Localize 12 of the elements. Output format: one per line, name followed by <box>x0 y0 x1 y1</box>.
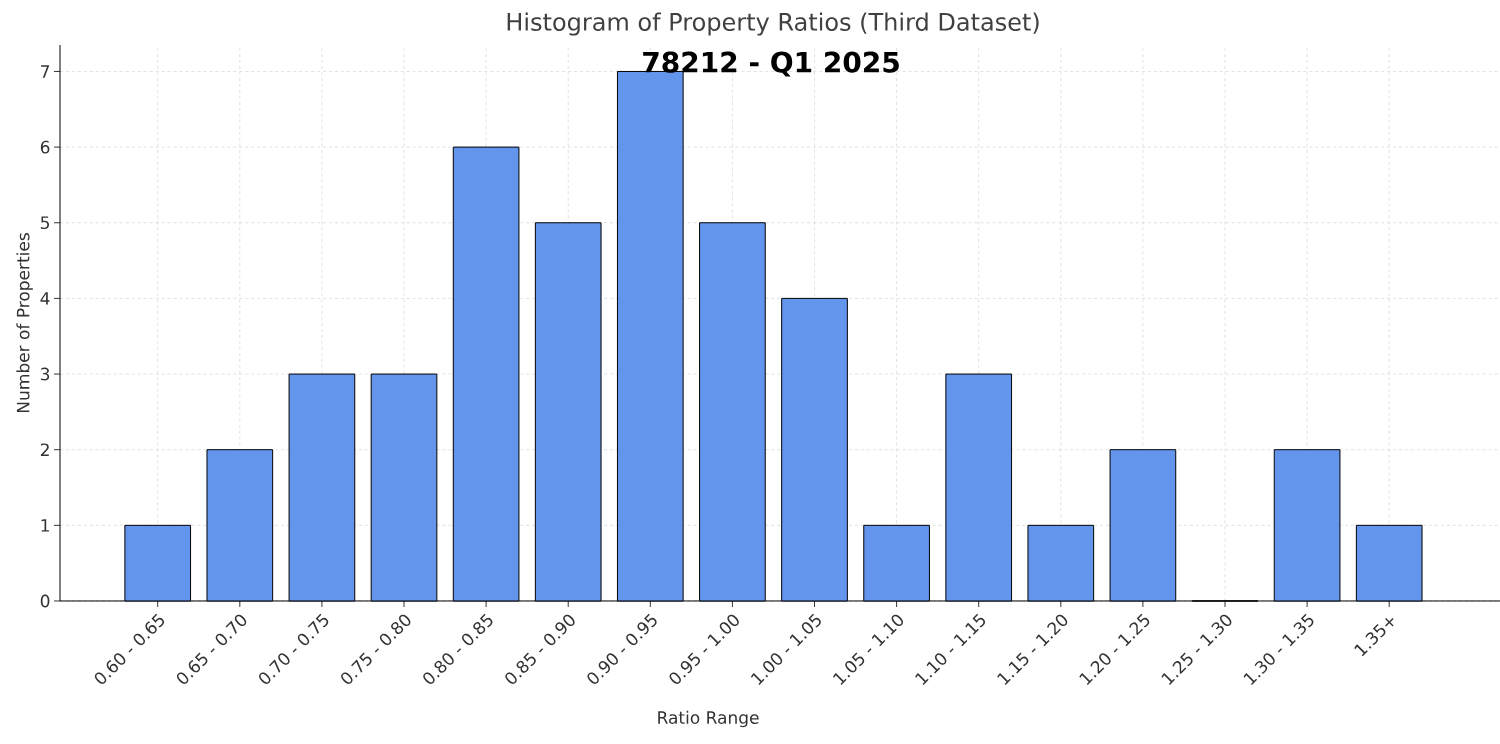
y-tick-label: 1 <box>41 519 49 532</box>
y-tick-label: 4 <box>40 292 50 305</box>
y-tick-label: 7 <box>41 65 50 78</box>
chart-title: Histogram of Property Ratios (Third Dataset) <box>507 12 1039 36</box>
chart-subtitle: 78212 - Q1 2025 <box>643 51 899 77</box>
y-tick-label: 5 <box>40 216 50 230</box>
y-tick-label: 2 <box>40 443 49 456</box>
y-tick-label: 6 <box>40 140 50 154</box>
x-axis-title: Ratio Range <box>658 710 759 728</box>
y-tick-label: 0 <box>40 594 50 608</box>
y-axis-title: Number of Properties <box>16 233 33 413</box>
y-tick-label: 3 <box>40 367 50 381</box>
